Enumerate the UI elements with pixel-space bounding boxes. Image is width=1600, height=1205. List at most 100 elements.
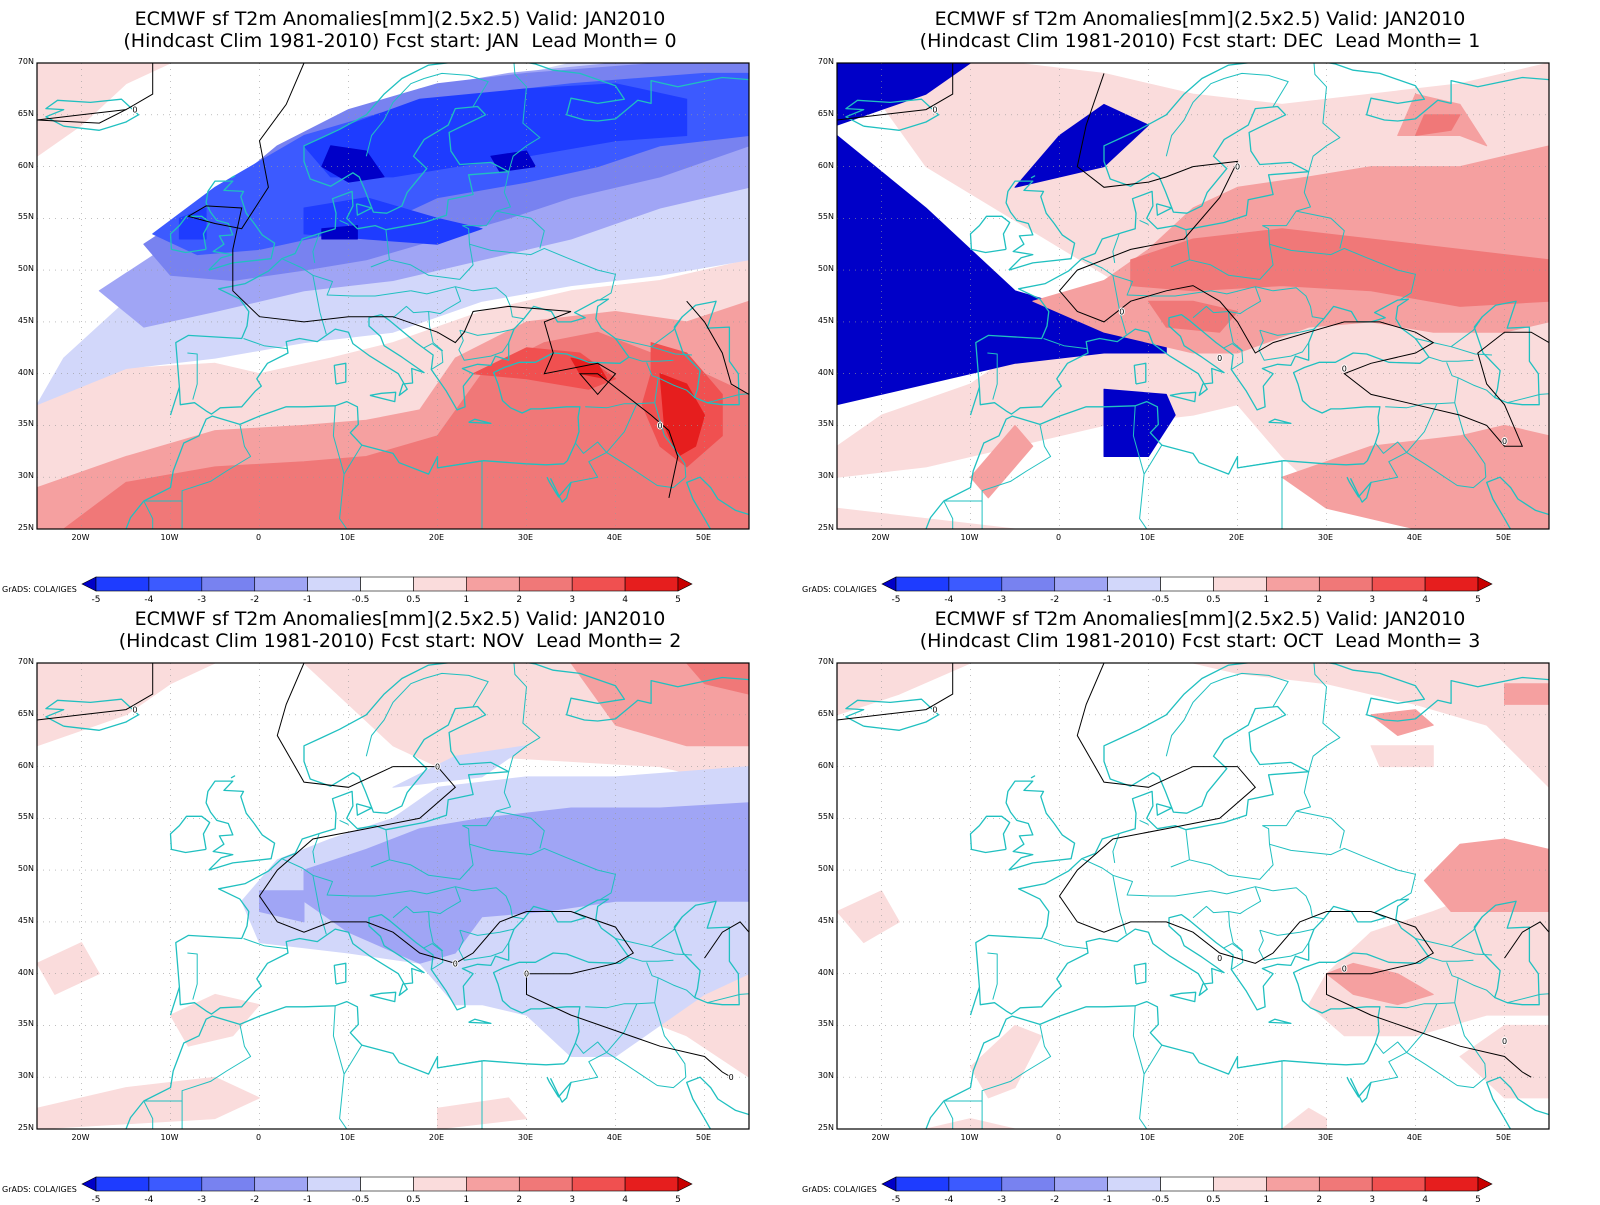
coastline bbox=[1486, 476, 1549, 529]
zero-contour bbox=[1058, 73, 1549, 447]
lon-tick-label: 0 bbox=[255, 533, 262, 542]
lat-tick-label: 55N bbox=[817, 812, 834, 822]
coastline bbox=[673, 900, 740, 1006]
map-panel-4: ECMWF sf T2m Anomalies[mm](2.5x2.5) Vali… bbox=[800, 600, 1600, 1205]
zero-contour bbox=[1058, 663, 1532, 1078]
lat-tick-label: 60N bbox=[17, 160, 34, 170]
country-border bbox=[650, 916, 683, 948]
lon-tick-label: 0 bbox=[1055, 533, 1062, 542]
lat-tick-label: 35N bbox=[817, 419, 834, 429]
lon-tick-label: 20W bbox=[871, 1133, 890, 1142]
lat-tick-label: 55N bbox=[17, 812, 34, 822]
colorbar-label: 1 bbox=[463, 1195, 469, 1205]
coastline bbox=[369, 391, 397, 403]
country-border bbox=[1259, 328, 1315, 336]
contour-label: 0 bbox=[435, 763, 440, 772]
country-border bbox=[654, 1002, 687, 1078]
anomaly-region bbox=[1504, 683, 1549, 705]
colorbar-label: -0.5 bbox=[352, 1195, 370, 1205]
anomaly-region bbox=[1370, 745, 1434, 768]
lat-tick-label: 35N bbox=[17, 419, 34, 429]
country-border bbox=[657, 377, 696, 398]
country-border bbox=[1269, 243, 1416, 301]
coastline bbox=[969, 215, 1011, 254]
country-border bbox=[243, 338, 289, 350]
lat-tick-label: 60N bbox=[17, 760, 34, 770]
country-border bbox=[428, 911, 444, 952]
country-border bbox=[508, 63, 541, 172]
lat-tick-label: 65N bbox=[817, 708, 834, 718]
coastline bbox=[1133, 362, 1147, 385]
coastline bbox=[845, 98, 940, 131]
country-border bbox=[423, 343, 444, 370]
country-border bbox=[1139, 474, 1148, 529]
country-border bbox=[628, 956, 674, 962]
lat-tick-label: 30N bbox=[17, 471, 34, 481]
anomaly-region bbox=[1130, 228, 1549, 307]
country-border bbox=[1262, 171, 1311, 227]
zero-contour bbox=[837, 63, 954, 121]
country-border bbox=[1375, 403, 1438, 454]
country-border bbox=[1507, 393, 1549, 404]
coastline bbox=[205, 780, 276, 871]
lat-tick-label: 30N bbox=[817, 1071, 834, 1081]
zero-contour bbox=[37, 663, 154, 721]
country-border bbox=[1228, 911, 1244, 952]
country-border bbox=[1228, 311, 1244, 352]
country-border bbox=[1139, 219, 1149, 225]
colorbar-label: 5 bbox=[675, 1195, 681, 1205]
colorbar-label: -5 bbox=[892, 595, 901, 605]
country-border bbox=[312, 275, 327, 335]
lat-tick-label: 40N bbox=[817, 367, 834, 377]
anomaly-region bbox=[1370, 709, 1434, 736]
anomaly-region bbox=[837, 63, 971, 126]
contour-label: 0 bbox=[132, 106, 137, 115]
colorbar-label: -4 bbox=[144, 595, 153, 605]
country-border bbox=[1189, 825, 1274, 880]
country-border bbox=[339, 474, 348, 529]
lat-tick-label: 50N bbox=[817, 264, 834, 274]
lat-tick-label: 45N bbox=[817, 915, 834, 925]
colorbar-label: 5 bbox=[1475, 595, 1481, 605]
country-border bbox=[1457, 377, 1496, 398]
lon-tick-label: 10E bbox=[339, 1133, 356, 1142]
country-border bbox=[1112, 233, 1120, 263]
grads-credit: GrADS: COLA/IGES bbox=[802, 585, 877, 594]
lon-tick-label: 50E bbox=[1495, 1133, 1512, 1142]
country-border bbox=[187, 352, 198, 400]
coastline bbox=[333, 962, 347, 985]
country-border bbox=[462, 771, 511, 827]
anomaly-region bbox=[970, 1024, 1043, 1099]
coastline bbox=[355, 803, 373, 816]
zero-contour bbox=[37, 109, 127, 124]
country-border bbox=[1454, 402, 1487, 478]
colorbar-label: -4 bbox=[144, 1195, 153, 1205]
lat-tick-label: 45N bbox=[17, 315, 34, 325]
colorbar-label: -3 bbox=[197, 595, 206, 605]
coastline bbox=[1268, 418, 1292, 425]
country-border bbox=[650, 316, 683, 348]
coastline bbox=[1155, 203, 1173, 216]
country-border bbox=[1308, 63, 1341, 172]
coastline bbox=[673, 300, 740, 406]
lon-tick-label: 20E bbox=[1228, 533, 1245, 542]
country-border bbox=[370, 829, 390, 868]
colorbar-label: -3 bbox=[997, 595, 1006, 605]
lat-tick-label: 45N bbox=[817, 315, 834, 325]
country-border bbox=[1081, 258, 1211, 297]
anomaly-region bbox=[37, 942, 100, 995]
country-border bbox=[1507, 993, 1549, 1004]
lon-tick-label: 20W bbox=[871, 533, 890, 542]
country-border bbox=[423, 672, 489, 707]
lon-tick-label: 0 bbox=[1055, 1133, 1062, 1142]
country-border bbox=[1454, 1002, 1487, 1078]
zero-contour bbox=[704, 921, 749, 959]
colorbar-label: -1 bbox=[303, 1195, 312, 1205]
lat-tick-label: 40N bbox=[17, 967, 34, 977]
coastline bbox=[925, 298, 1430, 529]
coastline bbox=[205, 180, 276, 271]
anomaly-map: 0 0 0 0 0 0 bbox=[836, 62, 1550, 530]
lat-tick-label: 55N bbox=[17, 212, 34, 222]
colorbar-label: -2 bbox=[250, 595, 259, 605]
grads-credit: GrADS: COLA/IGES bbox=[2, 585, 77, 594]
